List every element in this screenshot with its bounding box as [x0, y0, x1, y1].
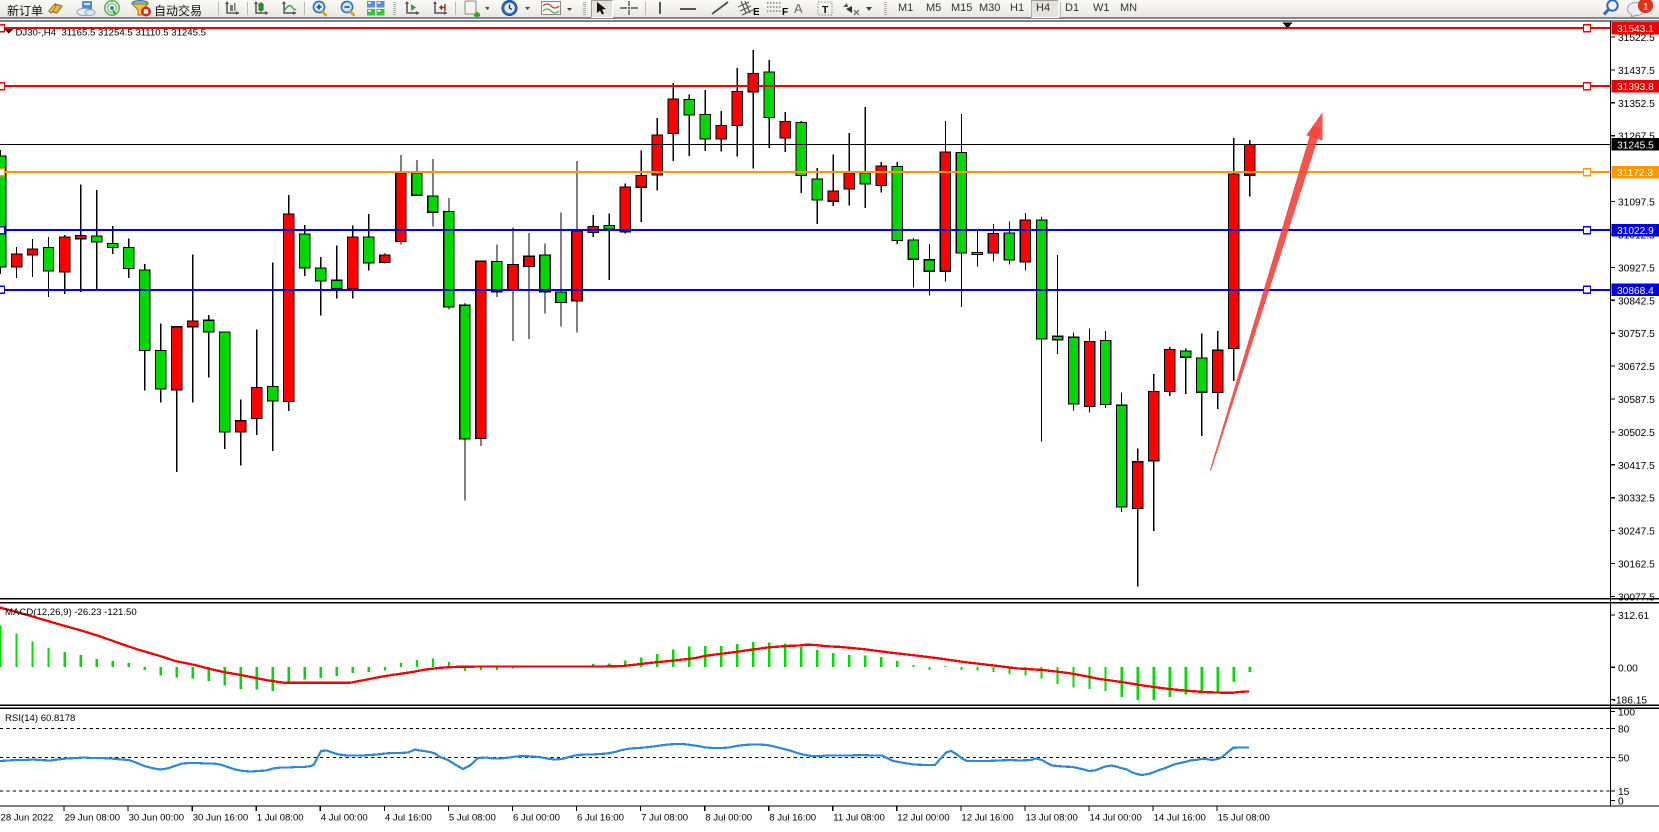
svg-text:8 Jul 00:00: 8 Jul 00:00 — [705, 813, 752, 824]
svg-text:31437.5: 31437.5 — [1618, 66, 1655, 77]
svg-text:30757.5: 30757.5 — [1618, 329, 1655, 340]
svg-text:30842.5: 30842.5 — [1618, 296, 1655, 307]
svg-text:MACD(12,26,9) -26.23 -121.50: MACD(12,26,9) -26.23 -121.50 — [5, 607, 137, 618]
svg-text:30247.5: 30247.5 — [1618, 527, 1655, 538]
svg-text:5 Jul 08:00: 5 Jul 08:00 — [449, 813, 496, 824]
svg-text:4 Jul 00:00: 4 Jul 00:00 — [321, 813, 368, 824]
svg-text:30927.5: 30927.5 — [1618, 263, 1655, 274]
svg-text:0: 0 — [1618, 797, 1624, 808]
svg-text:31172.3: 31172.3 — [1617, 168, 1653, 179]
svg-text:0.00: 0.00 — [1618, 663, 1638, 674]
svg-text:30162.5: 30162.5 — [1618, 560, 1655, 571]
svg-text:12 Jul 00:00: 12 Jul 00:00 — [897, 813, 949, 824]
svg-text:30 Jun 00:00: 30 Jun 00:00 — [129, 813, 184, 824]
svg-text:14 Jul 16:00: 14 Jul 16:00 — [1154, 813, 1206, 824]
svg-text:31393.8: 31393.8 — [1617, 82, 1654, 93]
svg-text:31543.1: 31543.1 — [1617, 24, 1654, 35]
svg-text:31097.5: 31097.5 — [1618, 198, 1655, 209]
svg-text:30 Jun 16:00: 30 Jun 16:00 — [193, 813, 248, 824]
svg-text:80: 80 — [1618, 725, 1630, 736]
svg-text:31245.5: 31245.5 — [1617, 140, 1654, 151]
svg-text:4 Jul 16:00: 4 Jul 16:00 — [385, 813, 432, 824]
svg-text:50: 50 — [1618, 753, 1630, 764]
svg-text:28 Jun 2022: 28 Jun 2022 — [1, 813, 54, 824]
svg-text:30868.4: 30868.4 — [1617, 286, 1654, 297]
svg-text:6 Jul 16:00: 6 Jul 16:00 — [577, 813, 624, 824]
svg-text:1: 1 — [1643, 2, 1649, 13]
svg-text:30332.5: 30332.5 — [1618, 494, 1655, 505]
svg-text:30077.5: 30077.5 — [1618, 592, 1655, 603]
svg-text:30502.5: 30502.5 — [1618, 428, 1655, 439]
svg-text:F: F — [782, 7, 788, 16]
svg-text:6 Jul 00:00: 6 Jul 00:00 — [513, 813, 560, 824]
svg-text:15 Jul 08:00: 15 Jul 08:00 — [1218, 813, 1270, 824]
svg-text:14 Jul 00:00: 14 Jul 00:00 — [1090, 813, 1142, 824]
svg-text:E: E — [753, 7, 759, 16]
svg-text:-186.15: -186.15 — [1613, 696, 1648, 707]
svg-text:30587.5: 30587.5 — [1618, 395, 1655, 406]
svg-text:100: 100 — [1618, 708, 1635, 719]
svg-text:7 Jul 08:00: 7 Jul 08:00 — [641, 813, 688, 824]
svg-text:31352.5: 31352.5 — [1618, 99, 1655, 110]
svg-text:31022.9: 31022.9 — [1617, 226, 1654, 237]
svg-text:29 Jun 08:00: 29 Jun 08:00 — [65, 813, 120, 824]
svg-text:8 Jul 16:00: 8 Jul 16:00 — [769, 813, 816, 824]
svg-text:11 Jul 08:00: 11 Jul 08:00 — [833, 813, 885, 824]
svg-text:T: T — [822, 5, 829, 16]
svg-text:312.61: 312.61 — [1618, 611, 1649, 622]
svg-text:1 Jul 08:00: 1 Jul 08:00 — [257, 813, 304, 824]
svg-text:DJ30-,H4 31165.5 31254.5 3111: DJ30-,H4 31165.5 31254.5 31110.5 31245.5 — [16, 28, 206, 39]
svg-text:30672.5: 30672.5 — [1618, 362, 1655, 373]
svg-text:30417.5: 30417.5 — [1618, 461, 1655, 472]
svg-text:RSI(14) 60.8178: RSI(14) 60.8178 — [5, 713, 75, 724]
svg-text:13 Jul 08:00: 13 Jul 08:00 — [1026, 813, 1078, 824]
svg-text:12 Jul 16:00: 12 Jul 16:00 — [961, 813, 1013, 824]
